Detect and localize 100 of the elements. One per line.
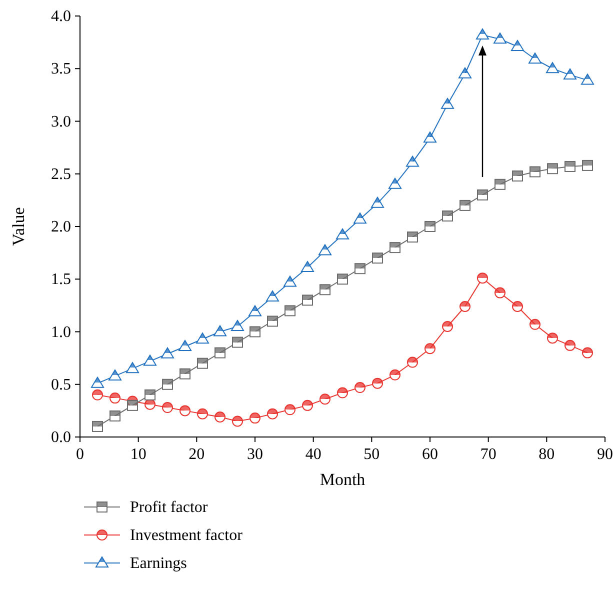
- point: [197, 358, 208, 369]
- point: [371, 196, 384, 208]
- point: [337, 387, 348, 398]
- point: [162, 378, 173, 390]
- point: [477, 189, 488, 200]
- point: [564, 161, 576, 172]
- point: [530, 166, 540, 178]
- point: [248, 305, 262, 316]
- point: [302, 400, 313, 411]
- legend-label: Investment factor: [130, 527, 244, 544]
- point: [250, 412, 260, 424]
- point: [547, 332, 558, 344]
- point: [144, 389, 156, 400]
- point: [284, 404, 296, 416]
- point: [407, 356, 418, 368]
- point: [320, 394, 330, 405]
- point: [354, 382, 366, 394]
- x-tick-label: 10: [130, 446, 146, 463]
- y-tick-label: 3.5: [51, 60, 71, 78]
- point: [442, 320, 453, 332]
- point: [320, 284, 330, 296]
- point: [91, 376, 104, 388]
- x-tick-label: 20: [188, 446, 205, 463]
- point: [406, 156, 419, 167]
- x-tick-label: 40: [305, 446, 322, 463]
- point: [267, 408, 278, 420]
- point: [390, 369, 400, 380]
- point: [354, 263, 366, 274]
- point: [424, 343, 436, 354]
- point: [390, 242, 400, 254]
- point: [110, 392, 120, 404]
- point: [180, 405, 190, 416]
- point: [477, 272, 488, 284]
- point: [494, 178, 506, 190]
- y-tick-label: 0.0: [51, 429, 71, 446]
- point: [161, 347, 174, 358]
- point: [424, 221, 436, 232]
- y-tick-label: 2.5: [51, 166, 71, 183]
- point: [232, 336, 243, 348]
- x-tick-label: 0: [76, 446, 84, 463]
- point: [441, 98, 454, 109]
- x-tick-label: 30: [247, 446, 263, 463]
- x-tick-label: 50: [364, 446, 380, 463]
- point: [144, 354, 156, 366]
- y-axis-title: Value: [9, 207, 28, 246]
- point: [127, 400, 138, 411]
- point: [108, 369, 122, 380]
- point: [424, 132, 436, 143]
- point: [267, 316, 278, 327]
- point: [197, 408, 208, 420]
- point: [266, 290, 279, 302]
- point: [582, 160, 593, 171]
- point: [284, 305, 296, 316]
- y-tick-label: 1.0: [51, 324, 71, 341]
- point: [494, 32, 506, 44]
- point: [460, 300, 470, 312]
- point: [337, 274, 348, 285]
- point: [442, 210, 453, 222]
- point: [178, 340, 192, 351]
- point: [582, 347, 593, 358]
- point: [388, 178, 402, 189]
- x-axis-title: Month: [320, 470, 366, 489]
- point: [581, 74, 594, 85]
- point: [92, 389, 103, 400]
- y-tick-label: 2.0: [51, 218, 71, 236]
- point: [512, 170, 523, 182]
- y-tick-label: 4.0: [51, 8, 71, 25]
- point: [180, 368, 190, 380]
- point: [126, 362, 139, 374]
- point: [162, 402, 173, 414]
- point: [92, 420, 103, 432]
- point: [564, 340, 576, 351]
- point: [511, 40, 524, 52]
- legend-label: Profit factor: [130, 499, 208, 516]
- point: [372, 378, 383, 389]
- point: [301, 261, 314, 272]
- point: [528, 52, 542, 64]
- point: [214, 347, 226, 358]
- point: [231, 320, 244, 331]
- point: [302, 294, 313, 306]
- point: [494, 287, 506, 298]
- point: [354, 212, 366, 224]
- point: [372, 252, 383, 264]
- x-tick-label: 60: [422, 446, 438, 463]
- point: [546, 62, 559, 74]
- point: [250, 326, 260, 338]
- point: [318, 244, 332, 256]
- point: [110, 410, 120, 422]
- point: [196, 332, 209, 344]
- point: [407, 232, 418, 243]
- point: [564, 68, 576, 80]
- point: [512, 300, 523, 312]
- point: [214, 325, 226, 336]
- point: [284, 276, 296, 287]
- x-tick-label: 80: [538, 446, 555, 463]
- x-tick-label: 70: [480, 446, 496, 463]
- point: [476, 28, 489, 40]
- point: [214, 412, 226, 423]
- x-tick-label: 90: [597, 446, 613, 463]
- legend-label: Earnings: [130, 555, 187, 572]
